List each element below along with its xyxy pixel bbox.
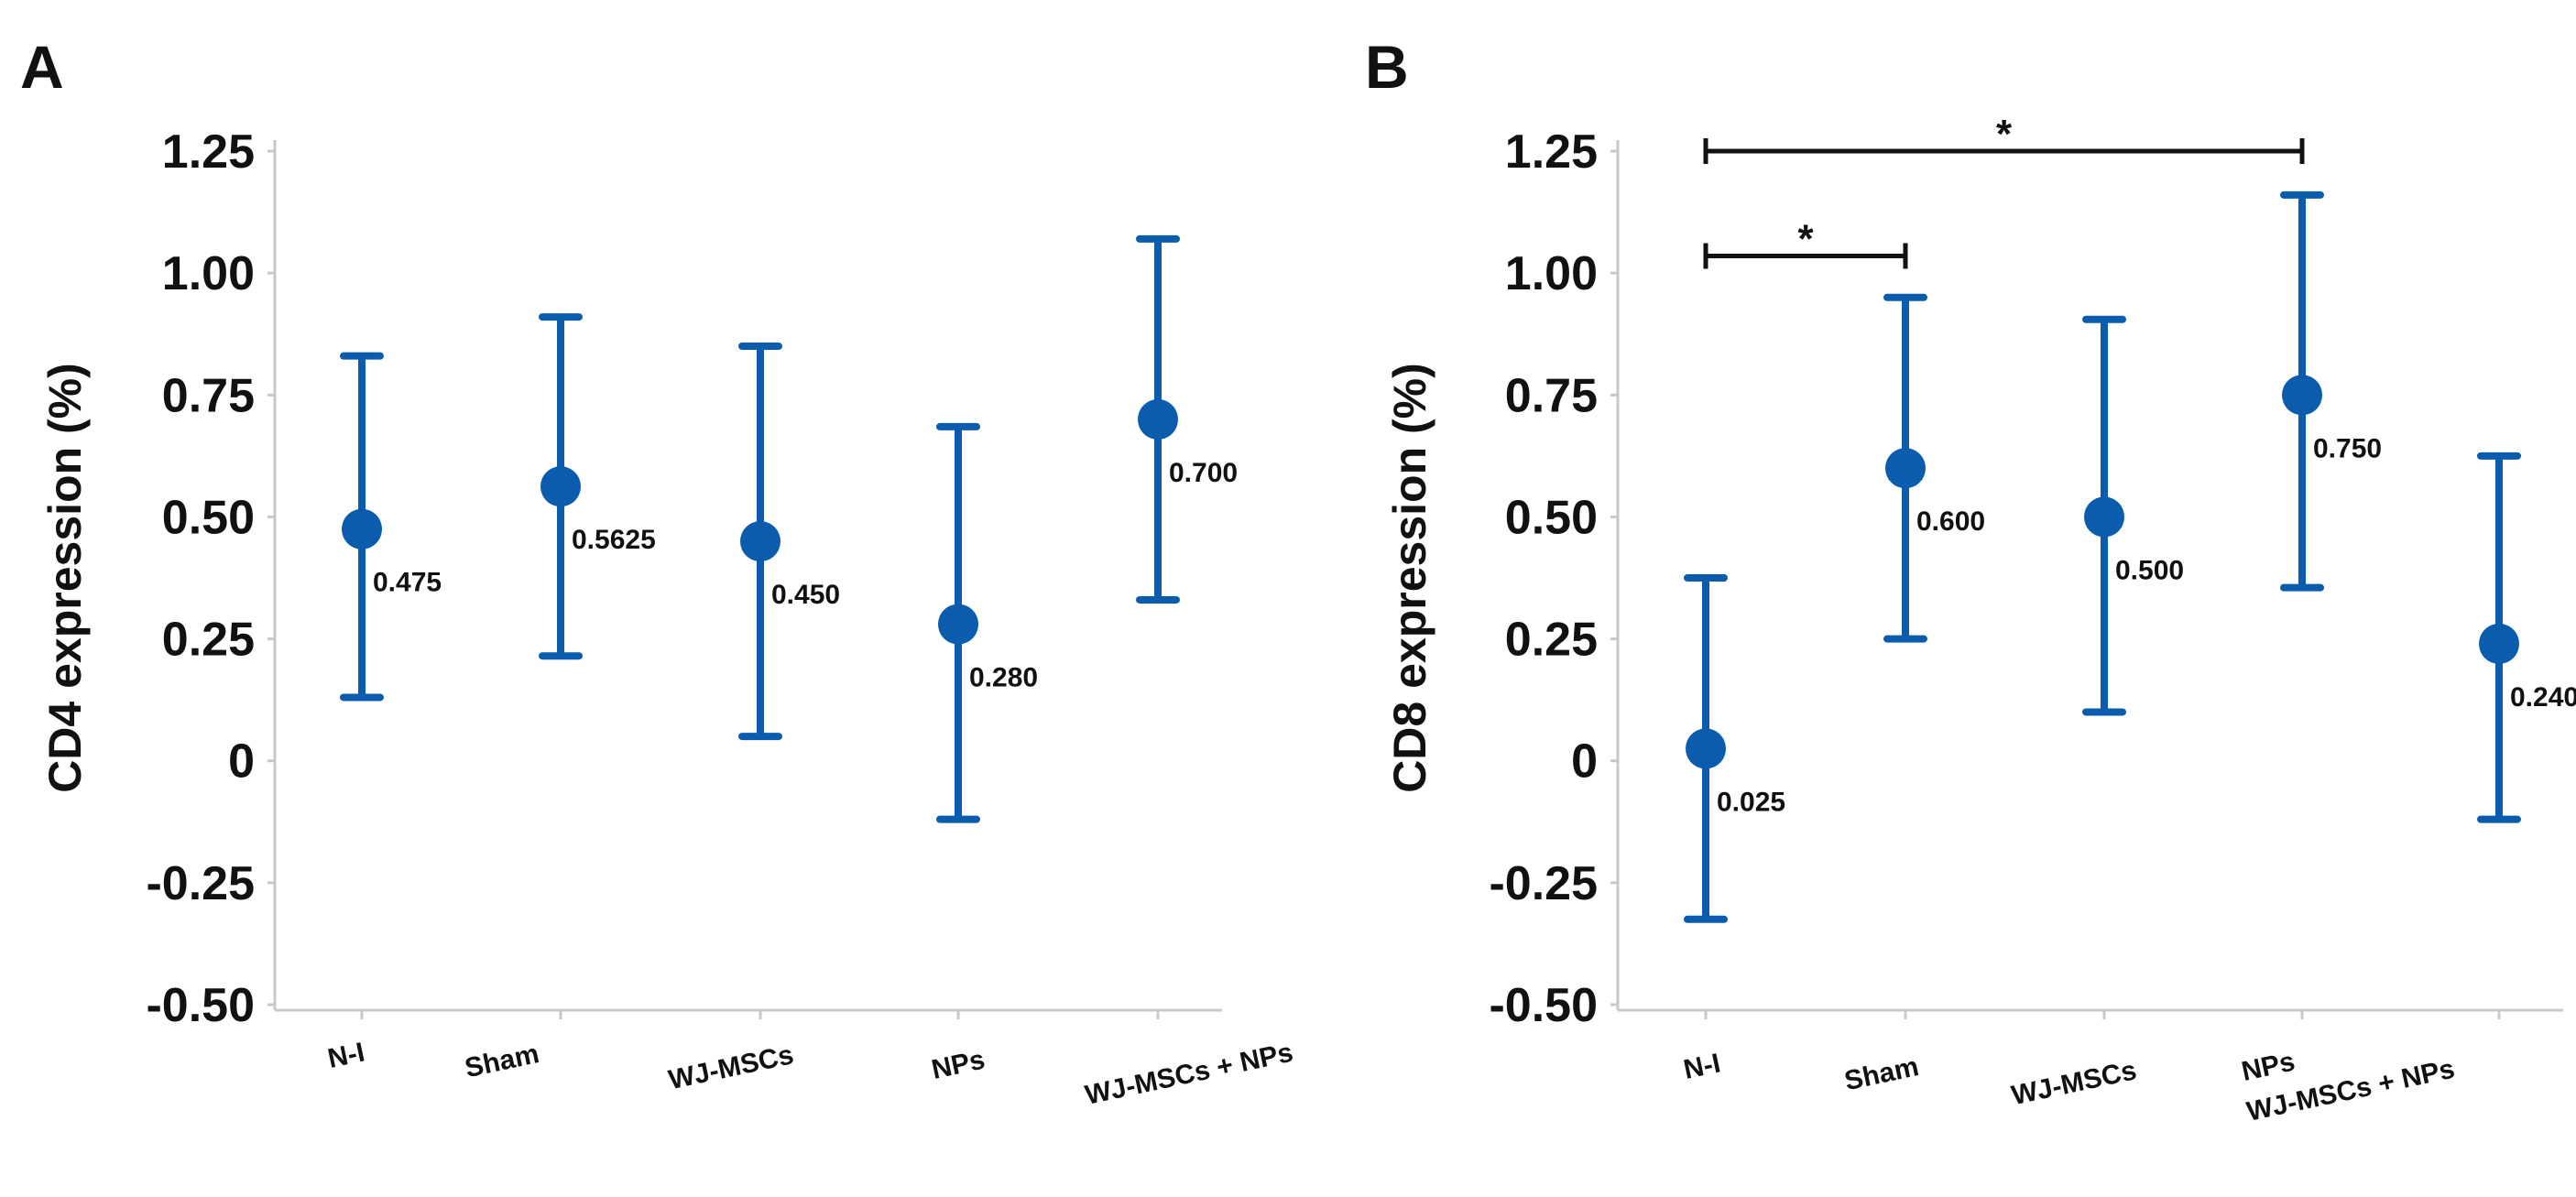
y-tick-label: 0.50 <box>1505 491 1598 544</box>
data-value-label: 0.025 <box>1717 787 1785 817</box>
y-tick-label: 0.75 <box>162 369 255 422</box>
y-tick-label: 0.25 <box>162 614 255 667</box>
significance-star: * <box>1996 112 2013 157</box>
y-tick-label: 0.75 <box>1505 369 1598 422</box>
y-tick-label: 1.25 <box>1505 125 1598 179</box>
data-value-label: 0.280 <box>969 663 1038 693</box>
mean-point <box>540 466 581 507</box>
y-tick-label: 0.25 <box>1505 614 1598 667</box>
y-tick-label: -0.25 <box>1489 857 1598 910</box>
data-value-label: 0.750 <box>2313 433 2382 463</box>
y-tick-label: 0.50 <box>162 491 255 544</box>
y-axis-label: CD8 expression (%) <box>1384 363 1435 793</box>
x-category-label: N-I <box>1681 1048 1723 1085</box>
y-tick-label: -0.50 <box>146 979 255 1032</box>
mean-point <box>938 604 978 645</box>
y-tick-label: 1.00 <box>162 247 255 300</box>
data-value-label: 0.475 <box>373 568 442 598</box>
y-tick-label: 0 <box>228 735 255 789</box>
mean-point <box>2479 623 2519 664</box>
panel-b-cd8-chart: B 1.25 1.00 0.75 0.50 0.25 0 -0.25 -0.50 CD8 expr… <box>1365 33 2576 1127</box>
x-category-label: N-I <box>325 1037 367 1074</box>
data-value-label: 0.500 <box>2115 555 2184 585</box>
panel-letter: A <box>20 33 64 101</box>
y-tick-label: 1.25 <box>162 125 255 179</box>
y-tick-label: 1.00 <box>1505 247 1598 300</box>
data-value-label: 0.700 <box>1169 458 1238 488</box>
data-value-label: 0.240 <box>2510 682 2576 713</box>
mean-point <box>1686 728 1726 769</box>
mean-point <box>1138 398 1178 440</box>
mean-point <box>1885 448 1926 489</box>
data-value-label: 0.5625 <box>572 525 656 555</box>
y-tick-label: 0 <box>1571 735 1598 789</box>
panel-letter: B <box>1365 33 1409 101</box>
mean-point <box>2282 375 2322 416</box>
mean-point <box>2084 496 2124 538</box>
y-axis-label: CD4 expression (%) <box>39 363 91 793</box>
mean-point <box>740 521 780 562</box>
significance-star: * <box>1797 217 1814 262</box>
y-tick-label: -0.50 <box>1489 979 1598 1032</box>
panel-a-cd4-chart: A 1.25 1.00 0.75 0.50 0.25 0 -0.25 -0.50 CD4 expr… <box>20 33 1295 1111</box>
y-tick-label: -0.25 <box>146 857 255 910</box>
data-value-label: 0.600 <box>1916 506 1985 537</box>
mean-point <box>342 508 382 550</box>
data-value-label: 0.450 <box>771 580 840 610</box>
